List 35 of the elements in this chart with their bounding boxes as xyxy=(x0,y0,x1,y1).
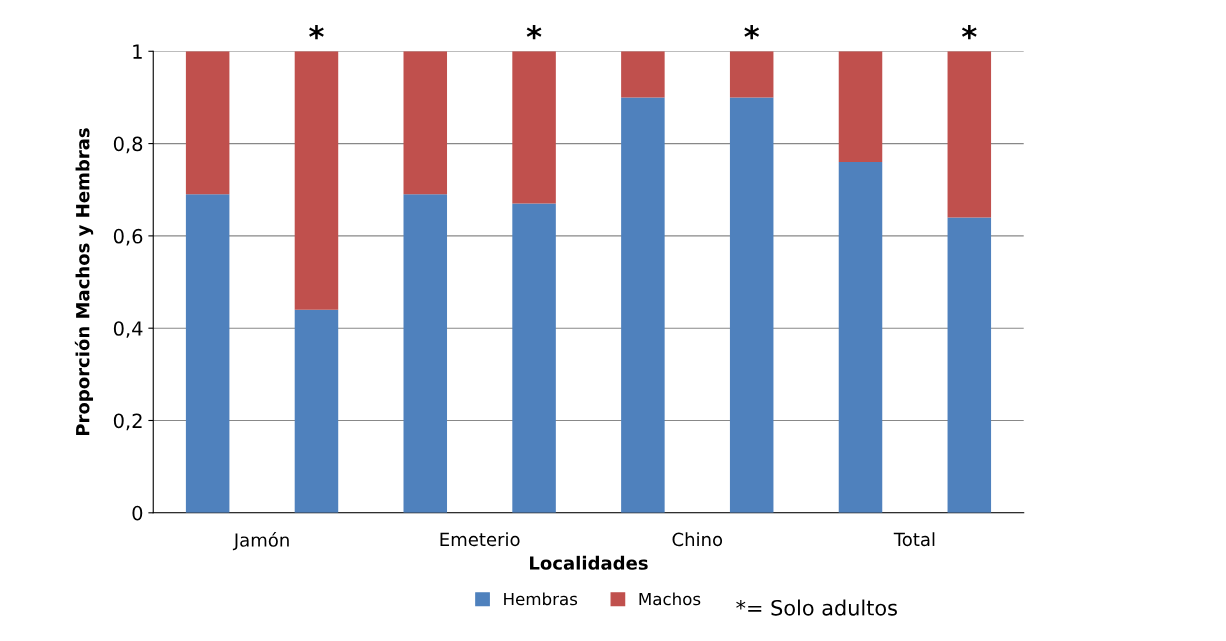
x-axis-title: Localidades xyxy=(530,555,648,570)
bar xyxy=(403,194,448,513)
data-label: * xyxy=(526,25,542,40)
bar xyxy=(512,203,556,513)
bar xyxy=(185,194,230,513)
y-tick-label: 0 xyxy=(132,505,143,521)
y-axis-title: Proporción Machos y Hembras xyxy=(74,128,94,436)
bar xyxy=(512,51,556,204)
bar xyxy=(838,51,883,163)
y-tick-label: 0,2 xyxy=(113,413,142,431)
bar xyxy=(947,51,992,218)
x-tick-label: Total xyxy=(893,532,935,547)
data-label: * xyxy=(309,25,324,40)
legend-label: Hembras xyxy=(504,592,578,606)
y-tick-label: 0,6 xyxy=(113,228,143,246)
legend-label: Machos xyxy=(639,592,701,606)
y-tick-label: 0,8 xyxy=(113,136,143,154)
bar xyxy=(185,51,230,195)
bar xyxy=(294,51,339,310)
bar xyxy=(838,162,883,513)
bar xyxy=(729,97,774,513)
x-tick-label: Chino xyxy=(672,532,723,547)
bar xyxy=(621,97,665,513)
bar xyxy=(621,51,665,98)
text: *= Solo adultos xyxy=(736,599,897,616)
bar xyxy=(947,217,992,513)
x-tick-label: Emeterio xyxy=(440,532,520,547)
bar xyxy=(294,309,339,513)
data-label: * xyxy=(961,25,977,40)
data-label: * xyxy=(744,25,760,40)
x-tick-label: Jamón xyxy=(232,532,289,551)
y-tick-label: 0,4 xyxy=(113,321,143,338)
bar xyxy=(403,51,448,195)
y-tick-label: 1 xyxy=(133,44,142,59)
bar xyxy=(729,51,774,98)
